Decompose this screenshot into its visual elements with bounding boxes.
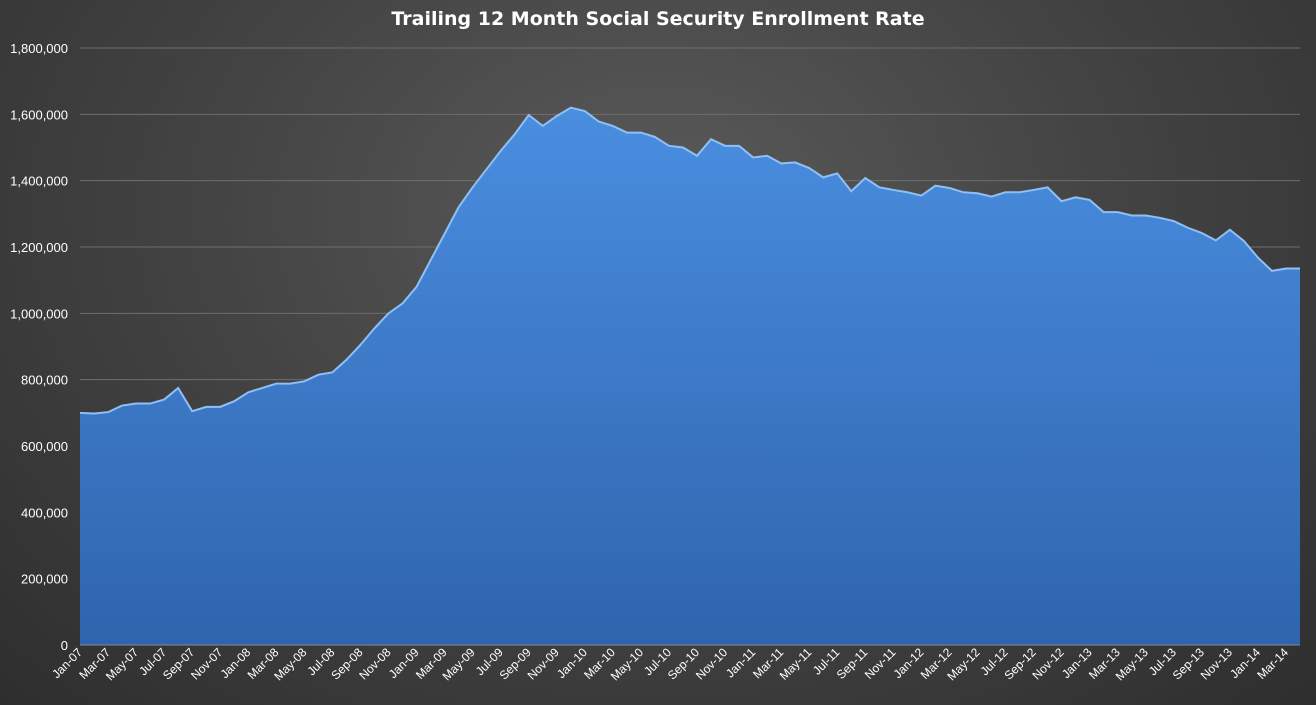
x-tick-label: Mar-14 xyxy=(1254,645,1291,682)
y-tick-label: 1,200,000 xyxy=(10,240,68,255)
x-tick-label: Nov-11 xyxy=(862,645,899,682)
series-line xyxy=(79,106,1300,415)
y-tick-label: 800,000 xyxy=(21,373,68,388)
x-tick-label: Nov-13 xyxy=(1198,645,1235,682)
x-tick-label: May-11 xyxy=(777,645,815,683)
y-axis: 0 200,000 400,000 600,000 800,000 1,000,000 1,… xyxy=(10,41,68,653)
x-tick-label: Nov-08 xyxy=(356,645,393,682)
x-tick-label: Nov-12 xyxy=(1029,645,1066,682)
y-tick-label: 400,000 xyxy=(21,505,68,520)
area-series xyxy=(80,107,1300,645)
y-tick-label: 0 xyxy=(61,638,68,653)
x-tick-label: Nov-10 xyxy=(693,645,730,682)
y-tick-label: 1,800,000 xyxy=(10,41,68,56)
y-tick-label: 200,000 xyxy=(21,572,68,587)
y-tick-label: 1,600,000 xyxy=(10,107,68,122)
x-tick-label: Nov-09 xyxy=(525,645,562,682)
y-tick-label: 1,400,000 xyxy=(10,174,68,189)
plot-area xyxy=(79,106,1300,645)
x-tick-label: Nov-07 xyxy=(188,645,225,682)
x-axis: Jan-07Mar-07May-07Jul-07Sep-07Nov-07Jan-… xyxy=(49,644,1300,683)
y-tick-label: 600,000 xyxy=(21,439,68,454)
y-tick-label: 1,000,000 xyxy=(10,306,68,321)
chart-title: Trailing 12 Month Social Security Enroll… xyxy=(391,8,924,30)
